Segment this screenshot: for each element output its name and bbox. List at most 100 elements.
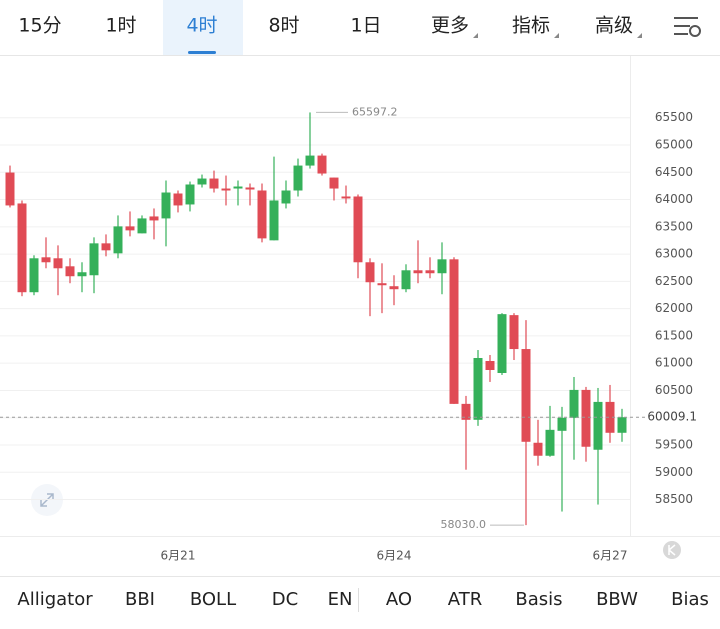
- y-tick-label: 65000: [655, 138, 693, 152]
- candle-body: [41, 257, 51, 263]
- min-marker-label: 58030.0: [441, 518, 487, 531]
- candle-body: [269, 200, 279, 241]
- indicator-tab[interactable]: BBW: [596, 589, 638, 610]
- tab[interactable]: 高级: [595, 15, 633, 37]
- dropdown-caret: [637, 33, 642, 38]
- candle-body: [329, 177, 339, 189]
- y-tick-label: 58500: [655, 492, 693, 506]
- x-tick-label: 6月24: [377, 549, 412, 563]
- y-tick-label: 61500: [655, 328, 693, 342]
- last-price-label: 60009.1: [647, 410, 697, 424]
- candle-body: [497, 314, 507, 373]
- last-price-box: [646, 408, 720, 427]
- candle-body: [425, 270, 435, 274]
- indicator-tab[interactable]: EN: [328, 589, 353, 610]
- candle-body: [257, 190, 267, 239]
- dropdown-caret: [473, 33, 478, 38]
- candle-body: [473, 358, 483, 420]
- indicator-tab[interactable]: Alligator: [17, 589, 93, 610]
- candle-body: [377, 283, 387, 286]
- candle-body: [437, 259, 447, 274]
- indicator-tab[interactable]: ATR: [448, 589, 482, 610]
- y-tick-label: 62500: [655, 274, 693, 288]
- candle-body: [233, 186, 243, 189]
- candle-body: [125, 226, 135, 231]
- candle-body: [17, 203, 27, 293]
- candle-body: [581, 389, 591, 447]
- candle-body: [413, 270, 423, 274]
- y-tick-label: 60500: [655, 383, 693, 397]
- candle-body: [53, 258, 63, 269]
- candle-body: [449, 259, 459, 404]
- tab[interactable]: 15分: [18, 15, 61, 37]
- dropdown-caret: [554, 33, 559, 38]
- y-tick-label: 59000: [655, 465, 693, 479]
- candle-body: [509, 315, 519, 350]
- candle-body: [161, 192, 171, 219]
- tab[interactable]: 1日: [350, 15, 381, 37]
- y-tick-label: 61000: [655, 356, 693, 370]
- candle-body: [317, 155, 327, 174]
- y-tick-label: 62000: [655, 301, 693, 315]
- tab[interactable]: 更多: [431, 15, 469, 37]
- candle-body: [353, 196, 363, 263]
- indicator-tab[interactable]: Basis: [515, 589, 562, 610]
- candle-body: [545, 429, 555, 456]
- k-icon[interactable]: [663, 541, 681, 559]
- tab[interactable]: 4时: [186, 15, 217, 37]
- candle-body: [245, 187, 255, 190]
- candle-body: [557, 417, 567, 431]
- candle-body: [29, 258, 39, 293]
- candle-body: [113, 226, 123, 254]
- candle-body: [389, 286, 399, 290]
- tab[interactable]: 8时: [268, 15, 299, 37]
- candle-body: [221, 188, 231, 191]
- candle-body: [281, 190, 291, 204]
- indicator-tab[interactable]: DC: [272, 589, 298, 610]
- indicator-tab[interactable]: AO: [386, 589, 412, 610]
- candle-body: [305, 155, 315, 166]
- candle-body: [137, 218, 147, 234]
- candle-body: [149, 216, 159, 221]
- candle-body: [89, 243, 99, 276]
- indicator-tab[interactable]: Bias: [671, 589, 709, 610]
- candle-body: [341, 196, 351, 199]
- x-tick-label: 6月27: [593, 549, 628, 563]
- candle-body: [521, 349, 531, 442]
- indicator-tab[interactable]: BOLL: [190, 589, 236, 610]
- candle-body: [617, 417, 627, 433]
- active-tab-indicator: [188, 51, 216, 54]
- candle-body: [65, 266, 75, 277]
- candle-body: [185, 184, 195, 205]
- settings-icon[interactable]: [674, 17, 701, 37]
- candle-body: [593, 401, 603, 450]
- candle-body: [77, 272, 87, 277]
- y-tick-label: 65500: [655, 110, 693, 124]
- candle-body: [569, 389, 579, 418]
- candle-body: [605, 401, 615, 433]
- candle-body: [533, 442, 543, 456]
- candle-body: [173, 193, 183, 206]
- candle-body: [209, 178, 219, 189]
- candle-body: [5, 172, 15, 206]
- candle-body: [401, 270, 411, 290]
- candle-body: [485, 361, 495, 370]
- candle-body: [461, 403, 471, 420]
- active-tab-bg: [163, 0, 243, 55]
- candle-body: [101, 243, 111, 251]
- y-tick-label: 64500: [655, 165, 693, 179]
- y-tick-label: 59500: [655, 438, 693, 452]
- y-tick-label: 63500: [655, 219, 693, 233]
- indicator-tab[interactable]: BBI: [125, 589, 155, 610]
- y-tick-label: 63000: [655, 247, 693, 261]
- x-tick-label: 6月21: [161, 549, 196, 563]
- candle-body: [365, 262, 375, 283]
- candle-body: [293, 165, 303, 191]
- y-tick-label: 64000: [655, 192, 693, 206]
- tab[interactable]: 1时: [105, 15, 136, 37]
- candle-body: [197, 178, 207, 185]
- max-marker-label: 65597.2: [352, 105, 398, 118]
- tab[interactable]: 指标: [512, 15, 550, 37]
